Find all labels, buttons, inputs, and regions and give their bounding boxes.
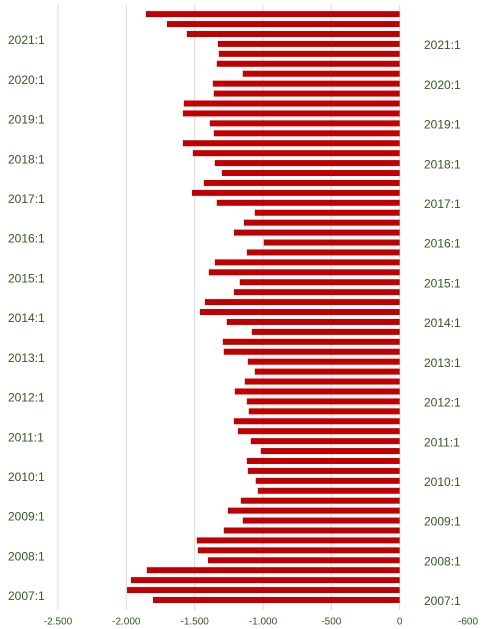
bar xyxy=(186,30,400,37)
bar xyxy=(214,160,400,167)
bar xyxy=(130,577,400,584)
x-tick-label: -1.500 xyxy=(180,617,209,628)
bar xyxy=(196,537,400,544)
y-tick-label: 2021:1 xyxy=(8,33,45,47)
bar xyxy=(221,170,400,177)
bar xyxy=(240,497,400,504)
bar xyxy=(199,309,400,316)
bar xyxy=(227,507,400,514)
y-tick-label-right: 2008:1 xyxy=(424,554,461,568)
y-tick-label-right: 2007:1 xyxy=(424,594,461,608)
bar xyxy=(213,90,400,97)
bar xyxy=(242,517,400,524)
bar xyxy=(242,70,400,77)
x-tick-label: -2.000 xyxy=(112,617,141,628)
bar xyxy=(244,378,400,385)
bar xyxy=(203,179,400,186)
bar xyxy=(222,338,400,345)
bar xyxy=(145,11,400,18)
y-tick-label: 2020:1 xyxy=(8,73,45,87)
bar xyxy=(233,229,400,236)
bar xyxy=(204,299,400,306)
y-tick-label: 2018:1 xyxy=(8,152,45,166)
y-tick-label-right: 2018:1 xyxy=(424,157,461,171)
bar xyxy=(250,438,400,445)
bar xyxy=(212,80,400,87)
bar xyxy=(246,249,400,256)
y-tick-label: 2008:1 xyxy=(8,549,45,563)
x-tick-label: -2.500 xyxy=(44,617,73,628)
bar xyxy=(251,328,400,335)
y-tick-label-right: 2020:1 xyxy=(424,78,461,92)
annotation: -600 xyxy=(458,617,478,628)
bar xyxy=(237,428,400,435)
y-tick-label: 2009:1 xyxy=(8,510,45,524)
bar xyxy=(234,388,400,395)
y-tick-label: 2015:1 xyxy=(8,271,45,285)
y-tick-label-right: 2012:1 xyxy=(424,396,461,410)
bar xyxy=(233,418,400,425)
bar xyxy=(248,408,400,415)
y-tick-label: 2007:1 xyxy=(8,589,45,603)
y-tick-label: 2019:1 xyxy=(8,113,45,127)
y-tick-label-right: 2014:1 xyxy=(424,316,461,330)
bar xyxy=(223,348,400,355)
bar xyxy=(216,60,400,67)
bar xyxy=(247,467,400,474)
bar xyxy=(246,457,400,464)
bar xyxy=(263,239,400,246)
y-tick-label-right: 2013:1 xyxy=(424,356,461,370)
bar xyxy=(208,269,400,276)
x-tick-label: -500 xyxy=(321,617,341,628)
y-tick-label-right: 2015:1 xyxy=(424,276,461,290)
y-tick-label: 2016:1 xyxy=(8,232,45,246)
bar xyxy=(217,40,400,47)
y-tick-label-right: 2010:1 xyxy=(424,475,461,489)
bar xyxy=(192,150,400,157)
y-tick-label: 2012:1 xyxy=(8,391,45,405)
bar xyxy=(243,219,400,226)
bar xyxy=(216,199,400,206)
bar xyxy=(127,587,400,594)
bar xyxy=(260,448,400,455)
bar xyxy=(146,567,400,574)
y-tick-label: 2017:1 xyxy=(8,192,45,206)
bar xyxy=(255,477,400,484)
bar xyxy=(223,527,400,534)
bar xyxy=(207,557,400,564)
bar xyxy=(197,547,400,554)
bar xyxy=(247,358,400,365)
y-tick-label-right: 2017:1 xyxy=(424,197,461,211)
y-tick-label-right: 2019:1 xyxy=(424,118,461,132)
y-tick-label-right: 2021:1 xyxy=(424,38,461,52)
bar xyxy=(182,110,400,117)
y-tick-label: 2014:1 xyxy=(8,311,45,325)
bar xyxy=(233,289,400,296)
bar xyxy=(239,279,400,286)
bar xyxy=(218,50,400,57)
y-tick-label: 2013:1 xyxy=(8,351,45,365)
bar xyxy=(191,189,400,196)
bar xyxy=(182,140,400,147)
bar xyxy=(209,120,400,127)
y-tick-label-right: 2016:1 xyxy=(424,237,461,251)
y-tick-label: 2010:1 xyxy=(8,470,45,484)
bar xyxy=(152,597,400,603)
bar xyxy=(214,259,400,266)
bar xyxy=(254,209,400,216)
x-tick-label: 0 xyxy=(397,617,403,628)
y-tick-label-right: 2009:1 xyxy=(424,515,461,529)
y-tick-label: 2011:1 xyxy=(8,430,44,444)
bar xyxy=(246,398,400,405)
y-tick-label-right: 2011:1 xyxy=(424,435,460,449)
bar xyxy=(166,21,400,28)
bar xyxy=(183,100,400,107)
bar xyxy=(213,130,400,137)
bar xyxy=(254,368,400,375)
x-tick-label: -1.000 xyxy=(249,617,278,628)
bar xyxy=(226,318,400,325)
bar xyxy=(257,487,400,494)
